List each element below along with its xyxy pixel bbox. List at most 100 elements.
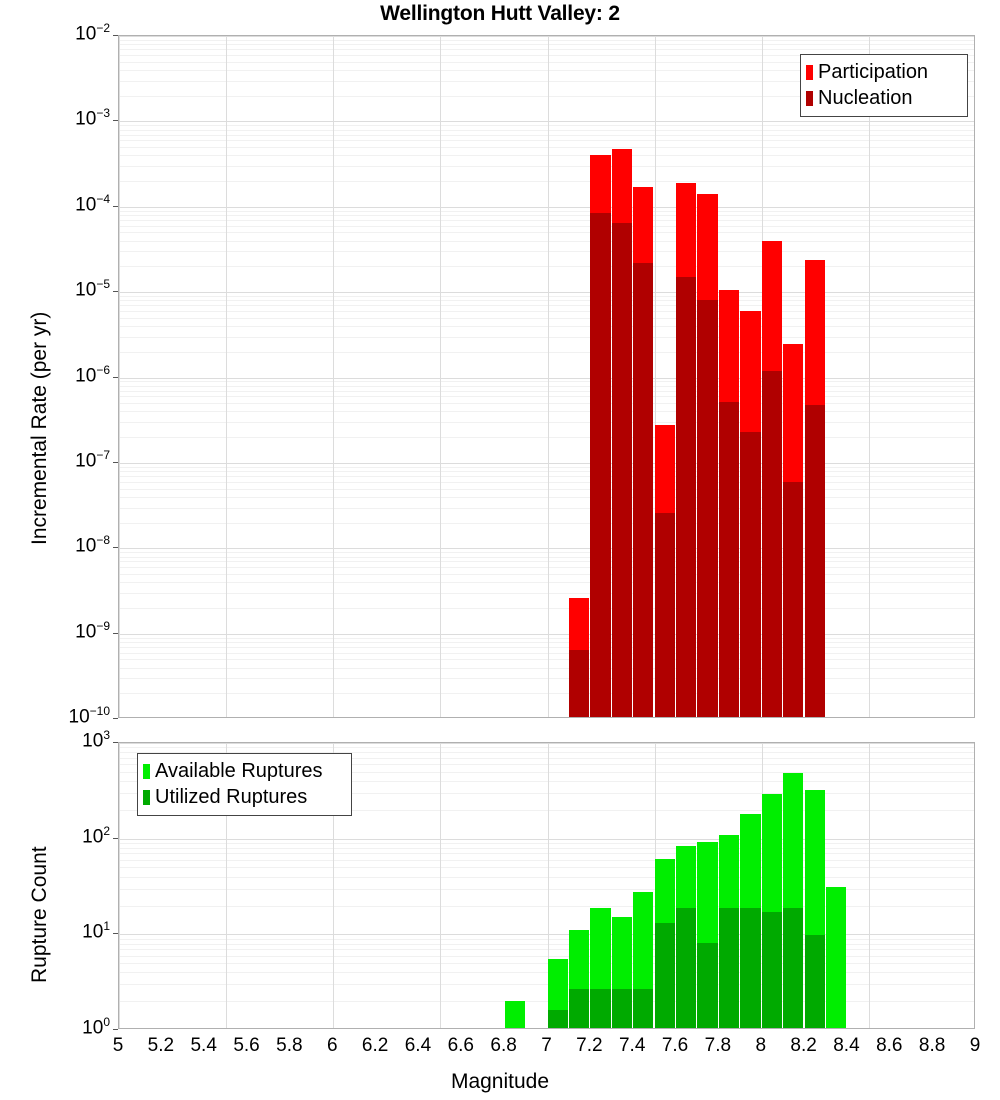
gridline-horizontal xyxy=(119,758,974,759)
y-axis-label-top: Incremental Rate (per yr) xyxy=(28,311,51,545)
gridline-horizontal xyxy=(119,251,974,252)
y-tick-label-top: 10−6 xyxy=(75,362,110,386)
y-tick-mark xyxy=(113,291,118,292)
gridline-horizontal xyxy=(119,49,974,50)
gridline-horizontal xyxy=(119,337,974,338)
x-tick-label: 5.8 xyxy=(276,1035,303,1056)
y-tick-label-top: 10−3 xyxy=(75,106,110,130)
bar-nucleation xyxy=(611,222,632,717)
gridline-horizontal xyxy=(119,437,974,438)
bar-utilized-ruptures xyxy=(568,988,590,1028)
incremental-rate-plot xyxy=(118,35,975,718)
gridline-horizontal xyxy=(119,906,974,907)
gridline-horizontal xyxy=(119,567,974,568)
gridline-horizontal xyxy=(119,140,974,141)
gridline-horizontal xyxy=(119,984,974,985)
gridline-horizontal xyxy=(119,62,974,63)
gridline-horizontal xyxy=(119,166,974,167)
x-tick-label: 7.4 xyxy=(618,1035,646,1056)
x-tick-label: 9 xyxy=(969,1035,981,1056)
gridline-horizontal xyxy=(119,130,974,131)
gridline-horizontal xyxy=(119,181,974,182)
gridline-horizontal xyxy=(119,582,974,583)
y-tick-label-top: 10−2 xyxy=(75,21,110,45)
legend-label: Available Ruptures xyxy=(155,760,323,782)
x-tick-label: 7 xyxy=(541,1035,552,1056)
gridline-horizontal xyxy=(119,939,974,940)
gridline-horizontal xyxy=(119,482,974,483)
x-tick-label: 8.2 xyxy=(790,1035,817,1056)
gridline-horizontal xyxy=(119,352,974,353)
y-tick-mark xyxy=(113,547,118,548)
bar-utilized-ruptures xyxy=(611,988,632,1028)
gridline-horizontal xyxy=(119,226,974,227)
y-tick-label-top: 10−8 xyxy=(75,533,110,557)
gridline-horizontal xyxy=(119,949,974,950)
gridline-vertical xyxy=(440,743,441,1028)
bar-available-ruptures xyxy=(826,887,847,1028)
gridline-horizontal xyxy=(119,810,974,811)
gridline-horizontal xyxy=(119,81,974,82)
y-tick-mark xyxy=(113,838,118,839)
gridline-vertical xyxy=(440,36,441,717)
gridline-horizontal xyxy=(119,135,974,136)
gridline-horizontal xyxy=(119,659,974,660)
y-tick-mark xyxy=(113,633,118,634)
gridline-vertical xyxy=(119,743,120,1028)
gridline-horizontal xyxy=(119,232,974,233)
gridline-horizontal xyxy=(119,963,974,964)
y-tick-label-top: 10−7 xyxy=(75,447,110,472)
gridline-horizontal xyxy=(119,121,974,122)
bar-nucleation xyxy=(633,262,654,717)
gridline-horizontal xyxy=(119,561,974,562)
x-tick-label: 8.4 xyxy=(833,1035,860,1056)
bar-nucleation xyxy=(783,481,804,717)
x-axis-label: Magnitude xyxy=(450,1070,550,1093)
bar-nucleation xyxy=(590,212,611,717)
x-tick-label: 5.4 xyxy=(190,1035,217,1056)
gridline-vertical xyxy=(226,743,227,1028)
gridline-horizontal xyxy=(119,207,974,208)
y-tick-mark xyxy=(113,1029,118,1030)
gridline-horizontal xyxy=(119,593,974,594)
x-tick-label: 5.6 xyxy=(233,1035,260,1056)
legend-swatch-icon xyxy=(143,789,150,805)
gridline-vertical xyxy=(119,36,120,717)
bar-utilized-ruptures xyxy=(783,907,804,1028)
gridline-horizontal xyxy=(119,241,974,242)
bar-nucleation xyxy=(718,401,740,717)
x-tick-label: 8 xyxy=(755,1035,767,1056)
legend-item: Available Ruptures xyxy=(143,758,344,784)
gridline-horizontal xyxy=(119,40,974,41)
gridline-horizontal xyxy=(119,396,974,397)
gridline-horizontal xyxy=(119,642,974,643)
gridline-horizontal xyxy=(119,386,974,387)
gridline-vertical xyxy=(655,36,656,717)
gridline-vertical xyxy=(333,743,334,1028)
bar-utilized-ruptures xyxy=(547,1010,568,1028)
gridline-horizontal xyxy=(119,557,974,558)
gridline-horizontal xyxy=(119,489,974,490)
gridline-horizontal xyxy=(119,523,974,524)
x-tick-label: 6.2 xyxy=(361,1035,389,1056)
y-tick-mark xyxy=(113,120,118,121)
gridline-horizontal xyxy=(119,889,974,890)
bar-utilized-ruptures xyxy=(633,988,654,1028)
bar-nucleation xyxy=(568,649,590,717)
gridline-horizontal xyxy=(119,508,974,509)
gridline-horizontal xyxy=(119,853,974,854)
gridline-horizontal xyxy=(119,638,974,639)
x-tick-label: 7.6 xyxy=(661,1035,689,1056)
gridline-horizontal xyxy=(119,125,974,126)
gridline-horizontal xyxy=(119,772,974,773)
gridline-horizontal xyxy=(119,634,974,635)
y-tick-mark xyxy=(113,377,118,378)
gridline-horizontal xyxy=(119,747,974,748)
gridline-horizontal xyxy=(119,55,974,56)
gridline-horizontal xyxy=(119,608,974,609)
legend-item: Nucleation xyxy=(806,85,960,111)
gridline-horizontal xyxy=(119,764,974,765)
y-tick-label-top: 10−4 xyxy=(75,191,110,216)
rupture-count-plot xyxy=(118,742,975,1029)
x-tick-label: 7.8 xyxy=(704,1035,732,1056)
